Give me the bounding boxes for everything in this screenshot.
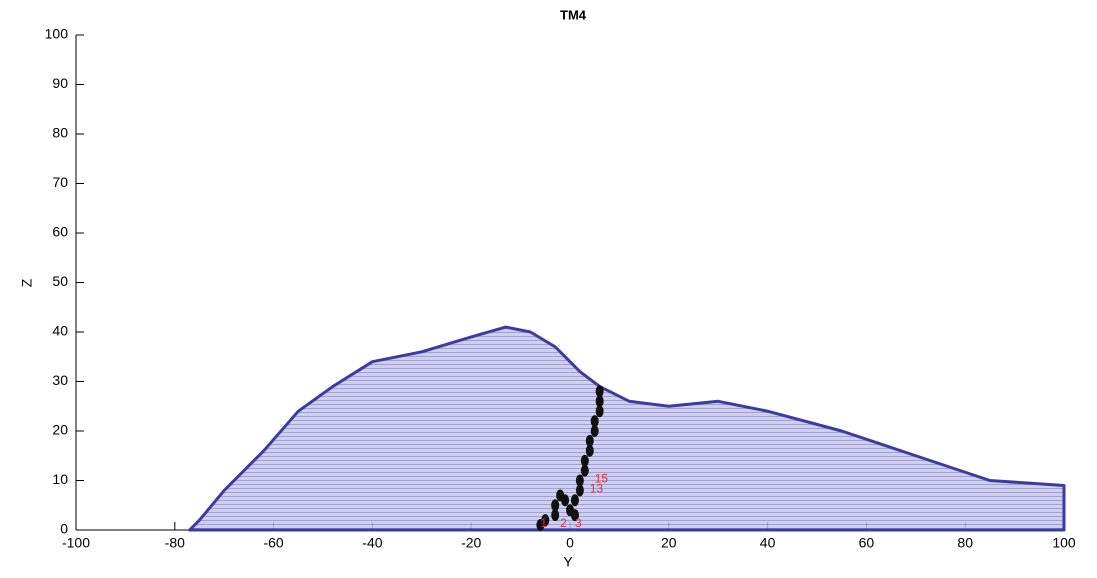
point — [585, 434, 594, 447]
x-tick-label: 60 — [859, 535, 875, 551]
point-label: 13 — [590, 482, 604, 496]
surface-outline — [188, 325, 1066, 532]
point-label: 15 — [595, 472, 609, 486]
y-tick-label: 90 — [52, 75, 68, 91]
y-tick-label: 20 — [52, 422, 68, 438]
y-tick-label: 100 — [45, 26, 69, 42]
x-tick-label: 20 — [661, 535, 677, 551]
point — [551, 509, 560, 522]
x-tick-label: -80 — [165, 535, 185, 551]
point — [590, 415, 599, 428]
x-tick-label: 40 — [760, 535, 776, 551]
x-tick-label: -40 — [362, 535, 382, 551]
chart-title: TM4 — [560, 7, 587, 22]
x-tick-label: -60 — [263, 535, 283, 551]
x-tick-label: 100 — [1052, 535, 1076, 551]
x-axis-label: Y — [563, 554, 573, 570]
point — [595, 385, 604, 398]
point — [541, 514, 550, 527]
y-tick-label: 30 — [52, 372, 68, 388]
point — [585, 444, 594, 457]
point — [575, 484, 584, 497]
point — [575, 474, 584, 487]
x-tick-label: 80 — [957, 535, 973, 551]
x-tick-label: 0 — [566, 535, 574, 551]
x-tick-label: -20 — [461, 535, 481, 551]
point — [590, 425, 599, 437]
point — [580, 464, 589, 477]
y-tick-label: 70 — [52, 174, 68, 190]
point — [561, 494, 570, 507]
point — [595, 395, 604, 408]
y-axis-label: Z — [19, 278, 35, 287]
point — [570, 494, 579, 507]
point-label: 2 — [560, 516, 567, 530]
y-tick-label: 40 — [52, 323, 68, 339]
y-tick-label: 50 — [52, 273, 68, 289]
y-tick-label: 10 — [52, 471, 68, 487]
point — [570, 509, 579, 522]
y-tick-label: 60 — [52, 224, 68, 240]
point-label: 1 — [540, 516, 547, 530]
x-tick-label: -100 — [62, 535, 90, 551]
point — [551, 499, 560, 512]
point-label: 3 — [575, 516, 582, 530]
y-tick-label: 80 — [52, 125, 68, 141]
point — [580, 454, 589, 467]
y-tick-label: 0 — [60, 521, 68, 537]
point — [595, 405, 604, 418]
